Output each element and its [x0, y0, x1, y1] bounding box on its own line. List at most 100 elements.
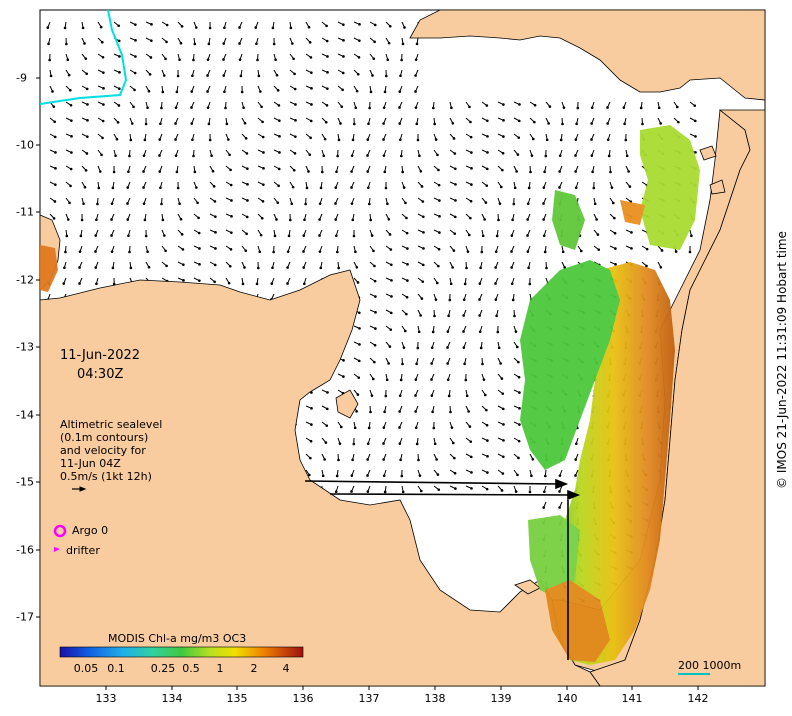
- velocity-arrow-head: [592, 186, 596, 190]
- velocity-arrow-head: [418, 474, 422, 477]
- velocity-arrow-head: [374, 327, 377, 330]
- velocity-arrow-head: [179, 217, 183, 221]
- drifter-legend-label: drifter: [66, 544, 100, 557]
- velocity-arrow-head: [453, 456, 456, 460]
- velocity-arrow-head: [320, 170, 324, 174]
- velocity-arrow-head: [260, 216, 264, 220]
- velocity-arrow-head: [355, 410, 358, 413]
- velocity-arrow-head: [336, 154, 339, 158]
- velocity-arrow-head: [259, 233, 263, 237]
- velocity-arrow-head: [118, 71, 121, 74]
- velocity-arrow-head: [274, 58, 277, 62]
- velocity-arrow-head: [190, 90, 194, 93]
- velocity-arrow-head: [291, 42, 294, 45]
- velocity-arrow-head: [190, 122, 194, 125]
- chl-patch-central: [520, 260, 620, 470]
- velocity-arrow-head: [502, 119, 505, 122]
- velocity-arrow-head: [688, 250, 692, 254]
- velocity-arrow-head: [496, 330, 500, 334]
- velocity-arrow-head: [500, 489, 504, 492]
- velocity-arrow-head: [451, 266, 454, 269]
- velocity-arrow-head: [437, 488, 441, 491]
- velocity-arrow-head: [481, 234, 485, 238]
- velocity-arrow-head: [182, 263, 185, 267]
- velocity-arrow-head: [322, 154, 326, 158]
- velocity-arrow-head: [358, 327, 361, 330]
- velocity-arrow-head: [501, 407, 505, 411]
- velocity-arrow-head: [690, 234, 693, 238]
- velocity-arrow-head: [562, 106, 566, 109]
- velocity-arrow-head: [417, 458, 420, 462]
- velocity-arrow-head: [400, 474, 404, 478]
- velocity-arrow-head: [118, 87, 121, 91]
- velocity-arrow-head: [302, 234, 306, 237]
- velocity-arrow-head: [129, 266, 133, 270]
- velocity-arrow-head: [677, 120, 680, 124]
- velocity-arrow-head: [165, 23, 169, 27]
- velocity-arrow-head: [529, 170, 532, 174]
- velocity-arrow-head: [351, 218, 355, 222]
- velocity-arrow-head: [197, 231, 201, 235]
- velocity-arrow-head: [431, 410, 434, 414]
- velocity-arrow-head: [356, 393, 360, 396]
- velocity-arrow-head: [287, 234, 291, 238]
- velocity-arrow-head: [486, 151, 489, 154]
- velocity-arrow-head: [406, 263, 409, 266]
- velocity-arrow-head: [350, 154, 354, 157]
- velocity-arrow-head: [639, 106, 643, 110]
- velocity-arrow-head: [160, 106, 163, 110]
- velocity-arrow-head: [309, 439, 313, 443]
- velocity-arrow-head: [645, 264, 648, 268]
- velocity-arrow-head: [561, 122, 564, 126]
- velocity-arrow-head: [342, 23, 345, 27]
- velocity-arrow-head: [430, 394, 434, 397]
- velocity-arrow-head: [273, 234, 277, 238]
- velocity-arrow-head: [382, 106, 386, 109]
- velocity-arrow-head: [357, 359, 361, 363]
- velocity-arrow-head: [48, 58, 51, 62]
- velocity-arrow-head: [478, 314, 481, 317]
- velocity-arrow-head: [485, 408, 488, 412]
- velocity-arrow-head: [370, 234, 374, 237]
- velocity-arrow-head: [494, 282, 497, 285]
- y-tick-label: -14: [16, 408, 34, 422]
- velocity-arrow-head: [318, 218, 321, 221]
- velocity-arrow-head: [294, 135, 297, 138]
- velocity-arrow-head: [159, 186, 162, 190]
- land: [39, 9, 766, 687]
- velocity-arrow-head: [372, 377, 375, 381]
- velocity-arrow-head: [305, 186, 309, 190]
- velocity-arrow-head: [464, 378, 468, 382]
- velocity-arrow-head: [468, 105, 471, 109]
- velocity-arrow-head: [290, 202, 294, 206]
- velocity-arrow-head: [66, 218, 70, 221]
- velocity-arrow-head: [102, 103, 105, 106]
- velocity-arrow-head: [53, 135, 57, 139]
- velocity-arrow-head: [94, 250, 97, 253]
- velocity-arrow-head: [47, 42, 50, 46]
- velocity-arrow-head: [293, 87, 297, 91]
- velocity-arrow-head: [97, 186, 101, 190]
- velocity-arrow-head: [386, 58, 390, 62]
- velocity-arrow-head: [468, 233, 471, 237]
- velocity-arrow-head: [517, 375, 521, 379]
- velocity-arrow-head: [436, 281, 439, 285]
- argo-legend-label: Argo 0: [72, 524, 109, 537]
- velocity-arrow-head: [198, 263, 201, 266]
- velocity-arrow-head: [369, 410, 372, 414]
- velocity-arrow-head: [414, 58, 418, 61]
- velocity-arrow-head: [485, 104, 489, 107]
- velocity-arrow-head: [99, 25, 103, 29]
- velocity-arrow-head: [65, 42, 68, 46]
- velocity-arrow-head: [110, 250, 114, 253]
- velocity-arrow-head: [693, 104, 697, 107]
- velocity-arrow-head: [66, 58, 70, 62]
- velocity-arrow-head: [288, 218, 292, 222]
- velocity-arrow-head: [101, 56, 105, 59]
- velocity-arrow-head: [178, 202, 181, 206]
- velocity-arrow-head: [337, 458, 340, 462]
- velocity-arrow-head: [307, 25, 311, 29]
- velocity-arrow-head: [83, 185, 87, 189]
- velocity-arrow-head: [558, 490, 561, 493]
